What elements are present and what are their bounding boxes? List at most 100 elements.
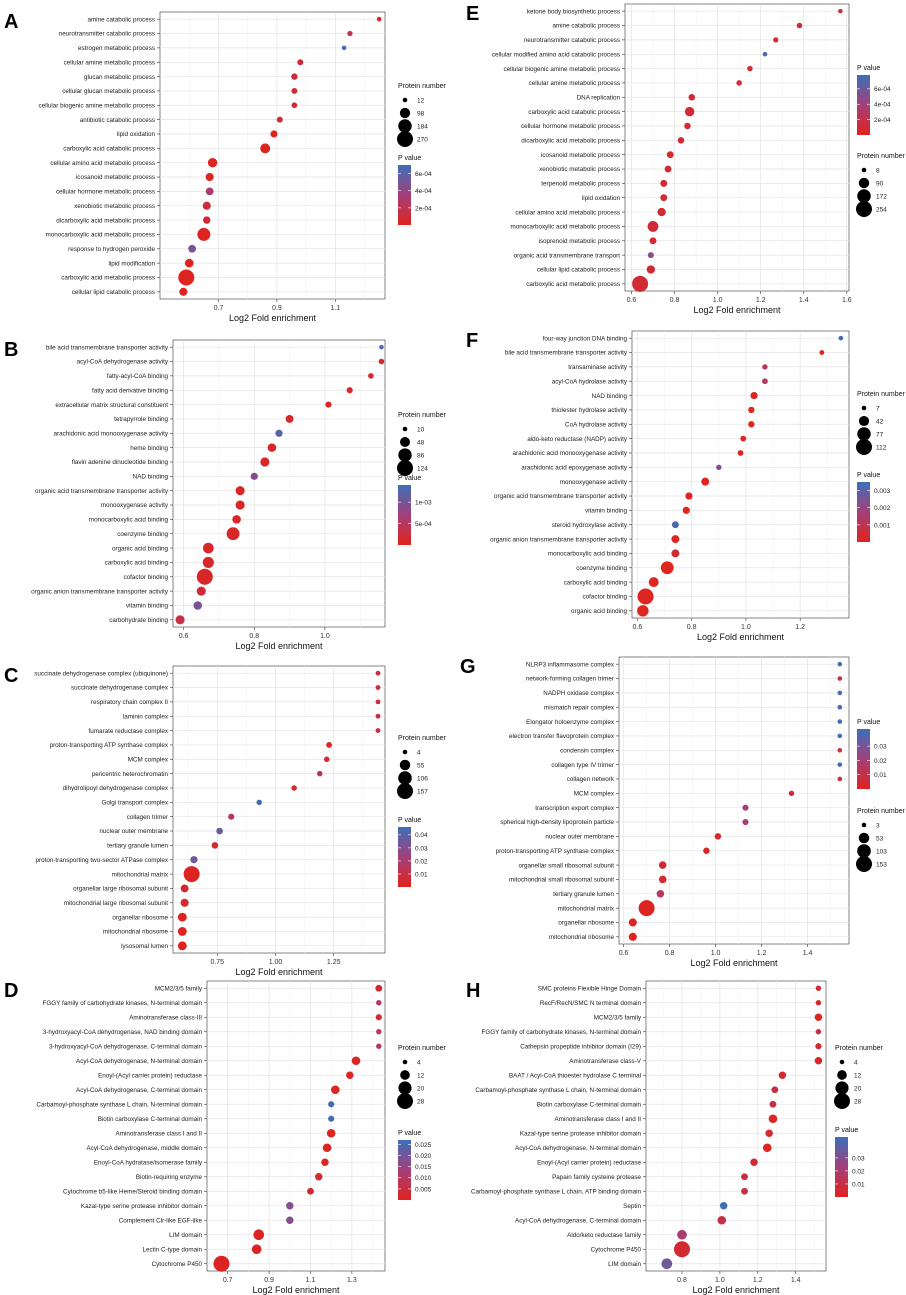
data-point[interactable]: [716, 464, 722, 470]
data-point[interactable]: [376, 1043, 382, 1049]
data-point[interactable]: [378, 358, 385, 365]
data-point[interactable]: [837, 690, 843, 696]
data-point[interactable]: [202, 556, 214, 569]
data-point[interactable]: [748, 421, 755, 428]
data-point[interactable]: [376, 16, 382, 22]
data-point[interactable]: [815, 985, 822, 991]
data-point[interactable]: [216, 827, 223, 835]
data-point[interactable]: [837, 733, 843, 739]
data-point[interactable]: [331, 1085, 340, 1095]
data-point[interactable]: [765, 1129, 773, 1137]
data-point[interactable]: [177, 927, 187, 936]
data-point[interactable]: [180, 898, 189, 907]
data-point[interactable]: [837, 747, 843, 753]
data-point[interactable]: [375, 713, 381, 719]
data-point[interactable]: [286, 1202, 294, 1210]
data-point[interactable]: [684, 106, 695, 117]
data-point[interactable]: [256, 799, 262, 806]
data-point[interactable]: [226, 527, 240, 541]
data-point[interactable]: [682, 506, 690, 514]
data-point[interactable]: [837, 661, 843, 667]
data-point[interactable]: [324, 756, 330, 763]
data-point[interactable]: [762, 51, 768, 57]
data-point[interactable]: [703, 847, 710, 854]
data-point[interactable]: [205, 187, 214, 196]
data-point[interactable]: [762, 1143, 772, 1153]
data-point[interactable]: [177, 941, 187, 951]
data-point[interactable]: [815, 1043, 822, 1050]
data-point[interactable]: [742, 804, 749, 811]
data-point[interactable]: [717, 1215, 727, 1225]
data-point[interactable]: [375, 984, 383, 992]
data-point[interactable]: [375, 699, 381, 705]
data-point[interactable]: [837, 762, 843, 767]
data-point[interactable]: [632, 275, 649, 292]
data-point[interactable]: [375, 685, 381, 690]
data-point[interactable]: [778, 1071, 787, 1079]
data-point[interactable]: [207, 157, 218, 168]
data-point[interactable]: [747, 65, 753, 72]
data-point[interactable]: [815, 1029, 822, 1035]
data-point[interactable]: [768, 1114, 778, 1124]
data-point[interactable]: [837, 676, 843, 681]
data-point[interactable]: [685, 492, 693, 500]
data-point[interactable]: [188, 244, 197, 253]
data-point[interactable]: [649, 237, 657, 245]
data-point[interactable]: [769, 1100, 777, 1108]
data-point[interactable]: [737, 450, 744, 456]
data-point[interactable]: [232, 515, 241, 524]
data-point[interactable]: [736, 80, 742, 86]
data-point[interactable]: [375, 728, 381, 734]
data-point[interactable]: [661, 1258, 673, 1270]
data-point[interactable]: [297, 59, 304, 66]
data-point[interactable]: [660, 194, 668, 202]
data-point[interactable]: [762, 378, 768, 385]
data-point[interactable]: [291, 785, 297, 791]
data-point[interactable]: [183, 866, 200, 883]
data-point[interactable]: [748, 406, 755, 414]
data-point[interactable]: [275, 429, 283, 437]
data-point[interactable]: [815, 1000, 822, 1006]
data-point[interactable]: [628, 918, 637, 927]
data-point[interactable]: [328, 1115, 335, 1122]
data-point[interactable]: [637, 605, 649, 617]
data-point[interactable]: [742, 818, 749, 826]
data-point[interactable]: [291, 73, 298, 80]
data-point[interactable]: [671, 549, 680, 558]
data-point[interactable]: [741, 1173, 748, 1181]
data-point[interactable]: [203, 216, 211, 224]
data-point[interactable]: [180, 884, 189, 893]
data-point[interactable]: [197, 227, 211, 241]
data-point[interactable]: [291, 102, 298, 109]
data-point[interactable]: [671, 535, 680, 544]
data-point[interactable]: [647, 221, 659, 232]
data-point[interactable]: [270, 130, 278, 138]
data-point[interactable]: [325, 401, 332, 408]
data-point[interactable]: [677, 1229, 687, 1240]
data-point[interactable]: [837, 719, 843, 724]
data-point[interactable]: [321, 1158, 329, 1166]
data-point[interactable]: [291, 87, 298, 94]
data-point[interactable]: [175, 615, 185, 625]
data-point[interactable]: [701, 477, 710, 486]
data-point[interactable]: [346, 387, 353, 394]
data-point[interactable]: [646, 265, 655, 274]
data-point[interactable]: [260, 457, 270, 467]
data-point[interactable]: [838, 335, 844, 341]
data-point[interactable]: [205, 172, 214, 182]
data-point[interactable]: [658, 875, 667, 884]
data-point[interactable]: [276, 116, 283, 123]
data-point[interactable]: [375, 670, 381, 676]
data-point[interactable]: [193, 601, 203, 610]
data-point[interactable]: [260, 143, 271, 154]
data-point[interactable]: [674, 1241, 690, 1258]
data-point[interactable]: [253, 1229, 265, 1241]
data-point[interactable]: [666, 151, 674, 159]
data-point[interactable]: [346, 1071, 354, 1079]
data-point[interactable]: [211, 842, 219, 849]
data-point[interactable]: [307, 1187, 314, 1195]
data-point[interactable]: [638, 900, 655, 917]
data-point[interactable]: [628, 932, 637, 941]
data-point[interactable]: [322, 1143, 332, 1153]
data-point[interactable]: [788, 790, 795, 797]
